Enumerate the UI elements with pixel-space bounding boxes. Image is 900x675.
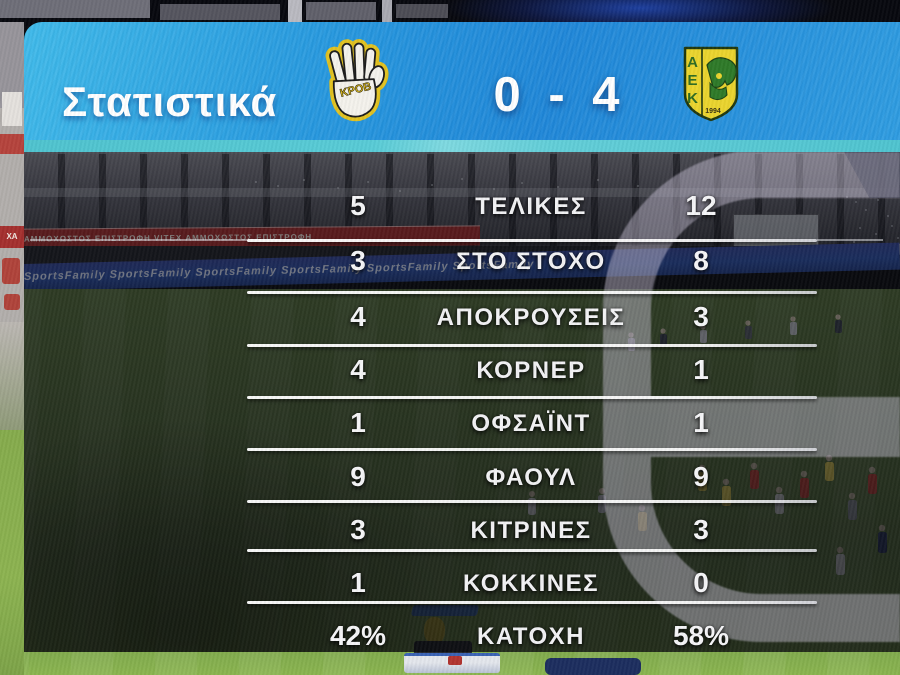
home-value: 3: [350, 245, 366, 276]
stat-row-shots: 5 ΤΕΛΙΚΕΣ 12: [0, 190, 900, 226]
row-separator: [247, 239, 817, 242]
night-sky: [0, 0, 900, 26]
row-separator: [247, 344, 817, 347]
stat-label: ΣΤΟ ΣΤΟΧΟ: [456, 248, 606, 275]
stat-row-red-cards: 1 ΚΟΚΚΙΝΕΣ 0: [0, 567, 900, 603]
roof-structure: [396, 4, 448, 18]
pitch-left-edge: [0, 430, 24, 675]
away-value: 0: [693, 567, 709, 598]
stat-label: ΚΑΤΟΧΗ: [477, 623, 585, 650]
away-value: 9: [693, 461, 709, 492]
stat-label: ΑΠΟΚΡΟΥΣΕΙΣ: [436, 304, 626, 331]
roof-structure: [306, 2, 376, 20]
pitch-buggy-detail: [448, 656, 462, 665]
home-value: 1: [350, 407, 366, 438]
row-separator: [247, 291, 817, 294]
away-value: 1: [693, 407, 709, 438]
stat-row-saves: 4 ΑΠΟΚΡΟΥΣΕΙΣ 3: [0, 301, 900, 337]
video-left-edge: ΧΑ: [0, 22, 24, 675]
stat-label: ΚΟΡΝΕΡ: [476, 357, 586, 384]
stats-panel-overlay: [24, 152, 900, 652]
roof-structure: [0, 0, 150, 18]
away-value: 58%: [672, 620, 730, 651]
stats-header-bar: Στατιστικά 0 - 4: [24, 22, 900, 140]
home-value: 4: [350, 354, 366, 385]
away-value: 12: [685, 190, 717, 221]
row-separator: [247, 500, 817, 503]
away-logo-letter-a: Α: [687, 54, 698, 71]
row-separator: [247, 549, 817, 552]
home-value: 42%: [329, 620, 387, 651]
stat-row-on-target: 3 ΣΤΟ ΣΤΟΧΟ 8: [0, 245, 900, 281]
row-separator: [247, 448, 817, 451]
away-value: 3: [693, 514, 709, 545]
stat-row-corners: 4 ΚΟΡΝΕΡ 1: [0, 354, 900, 390]
stat-label: ΟΦΣΑΪΝΤ: [471, 410, 591, 437]
stat-label: ΚΙΤΡΙΝΕΣ: [470, 517, 592, 544]
stat-row-fouls: 9 ΦΑΟΥΛ 9: [0, 461, 900, 497]
stat-label: ΦΑΟΥΛ: [485, 464, 577, 491]
home-value: 9: [350, 461, 366, 492]
home-team-logo-hand-icon: ΚΡΟΒ: [325, 39, 389, 122]
stand-railing: [30, 239, 247, 241]
roof-post: [288, 0, 302, 24]
stat-row-yellow-cards: 3 ΚΙΤΡΙΝΕΣ 3: [0, 514, 900, 550]
away-value: 8: [693, 245, 709, 276]
match-score: 0 - 4: [493, 68, 627, 122]
home-value: 4: [350, 301, 366, 332]
home-value: 3: [350, 514, 366, 545]
away-logo-letter-k: Κ: [687, 90, 698, 107]
away-logo-year: 1994: [705, 108, 721, 115]
stat-row-offsides: 1 ΟΦΣΑΪΝΤ 1: [0, 407, 900, 443]
header-teal-strip: [24, 140, 900, 152]
away-value: 3: [693, 301, 709, 332]
roof-structure: [160, 4, 280, 20]
row-separator: [247, 601, 817, 604]
page-title: Στατιστικά: [62, 78, 278, 125]
banner-edge: ΧΑ: [0, 226, 24, 248]
away-team-logo-aek-icon: Α Ε Κ 1994: [683, 46, 739, 122]
pitchside-equipment: [545, 658, 641, 675]
roof-post: [382, 0, 392, 22]
stand-railing: [817, 239, 883, 241]
row-separator: [247, 396, 817, 399]
stat-label: ΤΕΛΙΚΕΣ: [475, 193, 587, 220]
away-value: 1: [693, 354, 709, 385]
home-value: 1: [350, 567, 366, 598]
home-value: 5: [350, 190, 366, 221]
stat-label: ΚΟΚΚΙΝΕΣ: [463, 570, 599, 597]
stat-row-possession: 42% ΚΑΤΟΧΗ 58%: [0, 620, 900, 656]
away-logo-letter-e: Ε: [687, 72, 697, 89]
